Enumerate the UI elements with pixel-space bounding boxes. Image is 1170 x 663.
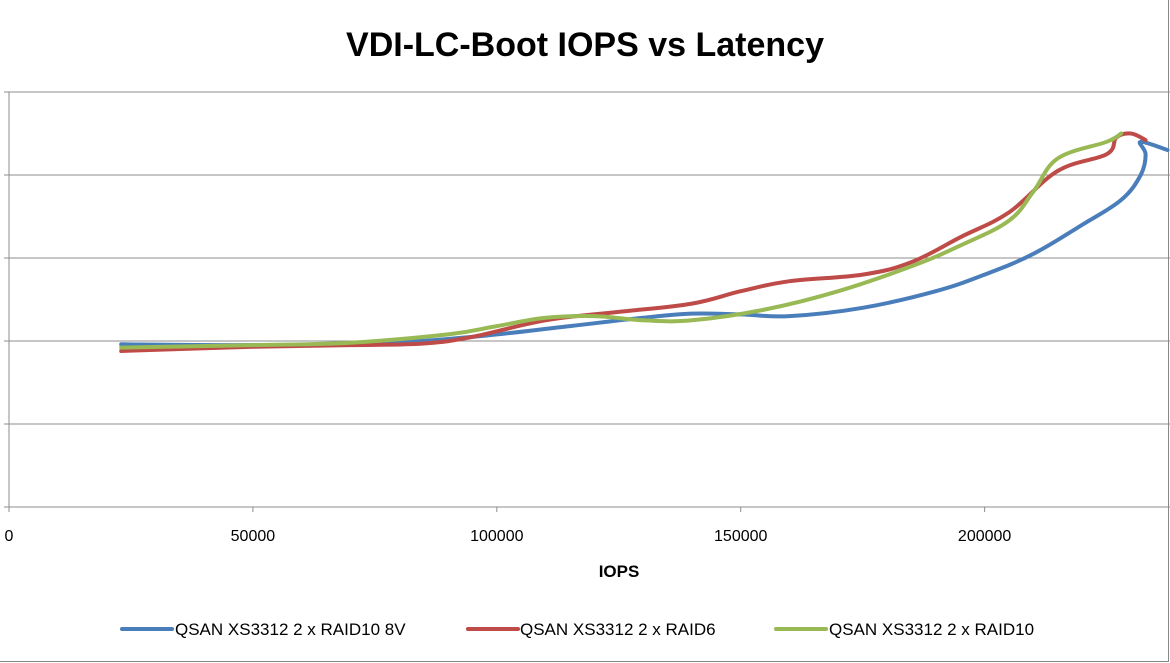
legend-label-3: QSAN XS3312 2 x RAID10 <box>829 620 1034 639</box>
axes <box>4 91 1170 512</box>
series-lines <box>119 131 1170 353</box>
legend-label-2: QSAN XS3312 2 x RAID6 <box>520 620 716 639</box>
series-line-2 <box>119 131 1148 353</box>
x-tick-label: 0 <box>5 528 14 545</box>
series-line-3 <box>119 131 1124 350</box>
chart-title: VDI-LC-Boot IOPS vs Latency <box>346 26 824 64</box>
x-tick-label: 50000 <box>231 528 276 545</box>
series-line-1 <box>119 139 1170 348</box>
x-tick-label: 200000 <box>958 528 1011 545</box>
gridlines <box>9 91 1170 425</box>
legend-label-1: QSAN XS3312 2 x RAID10 8V <box>175 620 406 639</box>
x-tick-labels: 0 50000 100000 150000 200000 <box>5 528 1012 545</box>
legend: QSAN XS3312 2 x RAID10 8V QSAN XS3312 2 x… <box>120 620 1034 639</box>
x-tick-label: 100000 <box>470 528 523 545</box>
x-tick-label: 150000 <box>714 528 767 545</box>
x-axis-title: IOPS <box>599 562 640 581</box>
